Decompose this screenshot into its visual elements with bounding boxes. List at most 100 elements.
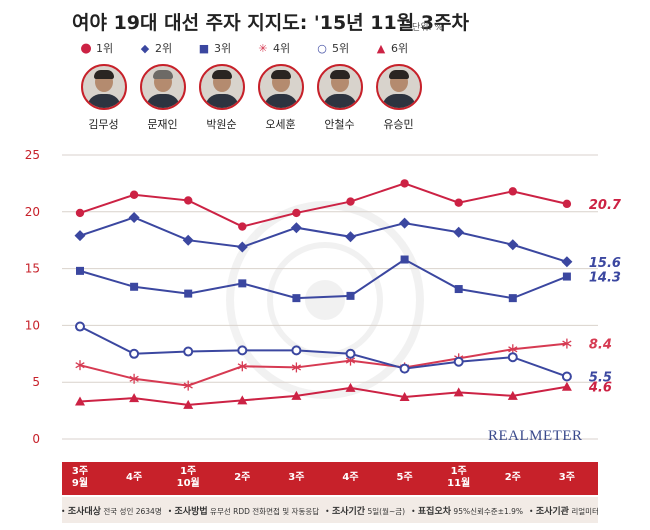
footer-target: • 조사대상 전국 성인 2634명 (61, 506, 162, 517)
data-point (292, 294, 301, 303)
y-tick-label: 25 (25, 148, 40, 162)
square-marker-icon: ■ (198, 41, 210, 55)
data-point (75, 321, 85, 332)
x-tick-label: 1주 11월 (447, 466, 471, 489)
data-point (508, 294, 517, 303)
data-point (345, 382, 356, 392)
data-point (292, 208, 301, 218)
avatar (375, 64, 422, 110)
legend-item-6: ▲ 6위 (375, 40, 434, 56)
legend-label: 4위 (273, 42, 291, 55)
legend-item-3: ■ 3위 (198, 40, 257, 56)
candidate-card: 안철수 (314, 64, 365, 132)
data-point (129, 393, 140, 403)
x-tick-label: 1주 10월 (176, 466, 200, 489)
x-tick-label: 2주 (504, 472, 521, 483)
y-tick-label: 10 (25, 318, 40, 332)
series-4: 8.4 (75, 338, 612, 391)
data-point (129, 373, 139, 384)
x-tick-label: 2주 (234, 472, 251, 483)
triangle-marker-icon: ▲ (376, 41, 386, 55)
end-value-label: 8.4 (589, 338, 612, 353)
series-line (79, 342, 568, 387)
data-point (507, 239, 519, 251)
avatar (80, 64, 127, 110)
legend-item-2: ◆ 2위 (139, 40, 198, 56)
candidate-row: 김무성 문재인 박원순 오세훈 안철수 유승민 (78, 64, 432, 132)
data-point (75, 396, 85, 406)
x-axis-bar: 3주 9월 4주 1주 10월 2주 3주 4주 5주 1주 11월 2주 3주 (62, 462, 598, 495)
open-circle-marker-icon: ○ (317, 41, 327, 55)
footer-org: • 조사기관 리얼미터 (529, 506, 599, 517)
avatar (257, 64, 304, 110)
end-value-label: 5.5 (589, 371, 612, 386)
footer-error: • 표집오차 95%신뢰수준±1.9% (411, 506, 524, 517)
legend-label: 5위 (332, 42, 350, 55)
end-value-label: 15.6 (589, 256, 621, 271)
y-tick-label: 0 (32, 432, 40, 446)
data-point (291, 390, 302, 400)
data-point (561, 256, 573, 268)
data-point (236, 241, 248, 253)
data-point (129, 190, 139, 199)
candidate-name: 오세훈 (265, 118, 296, 131)
candidate-name: 안철수 (324, 118, 355, 131)
data-point (75, 208, 85, 218)
y-tick-label: 20 (25, 205, 40, 219)
data-point (237, 345, 248, 356)
asterisk-marker-icon: ✳ (258, 41, 268, 55)
watermark-emblem (226, 201, 424, 399)
candidate-card: 문재인 (137, 64, 188, 132)
footer-period: • 조사기간 5일(월~금) (325, 506, 406, 517)
data-point (129, 348, 140, 359)
data-point (183, 346, 194, 357)
legend-label: 1위 (96, 42, 114, 55)
series-3: 14.3 (76, 255, 621, 303)
unit-label: 단위: % (412, 23, 444, 33)
data-point (238, 222, 247, 231)
data-point (182, 234, 194, 246)
end-value-label: 20.7 (589, 198, 622, 213)
data-point (75, 360, 85, 371)
data-point (183, 399, 194, 409)
series-line (79, 325, 568, 378)
data-point (238, 279, 247, 288)
legend-item-4: ✳ 4위 (257, 40, 316, 56)
x-tick-label: 4주 (126, 472, 143, 483)
x-tick-label: 3주 (558, 472, 575, 483)
x-tick-label: 4주 (342, 472, 359, 483)
series-5: 5.5 (75, 321, 612, 386)
series-line (79, 258, 568, 300)
end-value-label: 4.6 (588, 381, 612, 396)
data-point (454, 285, 463, 294)
avatar (198, 64, 245, 110)
data-point (454, 198, 463, 207)
data-point (400, 179, 409, 188)
x-tick-label: 3주 9월 (71, 466, 89, 489)
legend: ● 1위 ◆ 2위 ■ 3위 ✳ 4위 ○ 5위 ▲ 6위 (80, 40, 434, 56)
data-point (507, 352, 518, 363)
data-point (561, 381, 572, 391)
legend-label: 2위 (155, 42, 173, 55)
data-point (290, 222, 302, 234)
data-point (291, 345, 302, 356)
candidate-card: 유승민 (373, 64, 424, 132)
data-point (128, 211, 140, 223)
data-point (346, 197, 355, 206)
series-2: 15.6 (74, 211, 621, 271)
x-tick-label: 5주 (396, 472, 413, 483)
candidate-card: 김무성 (78, 64, 129, 132)
x-tick-label: 3주 (288, 472, 305, 483)
data-point (508, 187, 517, 196)
legend-label: 3위 (214, 42, 232, 55)
footer-method: • 조사방법 유무선 RDD 전화면접 및 자동응답 (167, 506, 320, 517)
candidate-name: 문재인 (147, 118, 178, 131)
avatar (316, 64, 363, 110)
data-point (184, 196, 193, 205)
data-point (399, 217, 411, 229)
avatar (139, 64, 186, 110)
data-point (130, 282, 139, 291)
data-point (453, 226, 465, 238)
data-point (400, 255, 409, 264)
